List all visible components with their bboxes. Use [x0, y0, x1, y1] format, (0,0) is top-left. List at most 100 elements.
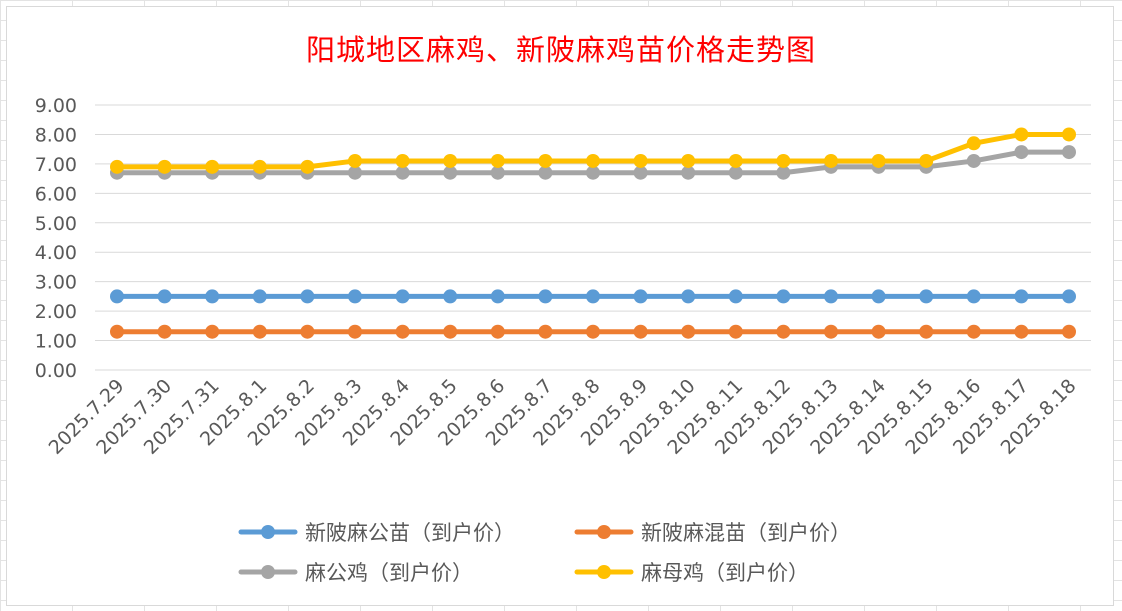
data-point [395, 165, 410, 180]
data-point [776, 289, 791, 304]
y-tick-label: 7.00 [35, 154, 77, 176]
data-point [443, 289, 458, 304]
data-point [1062, 127, 1076, 142]
legend-label: 新陂麻混苗（到户价） [641, 521, 851, 545]
data-point [252, 289, 267, 304]
data-point [919, 324, 934, 339]
data-point [443, 165, 458, 180]
data-point [966, 153, 981, 168]
legend-item: 麻母鸡（到户价） [573, 555, 809, 589]
data-point [1062, 324, 1076, 339]
data-point [633, 165, 648, 180]
data-point [633, 289, 648, 304]
legend: 新陂麻公苗（到户价） 新陂麻混苗（到户价） 麻公鸡（到户价） 麻母鸡（到户价） [237, 515, 937, 595]
data-point [871, 289, 886, 304]
data-point [871, 324, 886, 339]
data-point [681, 153, 696, 168]
data-point [633, 324, 648, 339]
data-point [728, 165, 743, 180]
data-point [824, 289, 838, 304]
data-point [110, 289, 124, 304]
data-point [1014, 145, 1029, 160]
data-point [1062, 145, 1076, 160]
data-point [1062, 289, 1076, 304]
data-point [157, 324, 172, 339]
data-point [586, 153, 600, 168]
data-point [205, 289, 220, 304]
y-tick-label: 9.00 [35, 95, 77, 117]
data-point [1014, 289, 1029, 304]
y-tick-label: 4.00 [35, 242, 77, 264]
data-point [395, 324, 410, 339]
legend-swatch [238, 565, 298, 579]
legend-swatch [238, 525, 298, 539]
data-point [348, 153, 362, 168]
data-point [490, 153, 505, 168]
data-point [252, 324, 267, 339]
data-point [586, 165, 600, 180]
legend-swatch [574, 565, 634, 579]
data-point [443, 324, 458, 339]
data-point [395, 289, 410, 304]
data-point [348, 289, 362, 304]
data-point [824, 324, 838, 339]
data-point [300, 159, 315, 174]
y-tick-label: 6.00 [35, 183, 77, 205]
data-point [348, 324, 362, 339]
data-point [776, 324, 791, 339]
y-tick-label: 0.00 [35, 360, 77, 382]
y-tick-label: 2.00 [35, 301, 77, 323]
data-point [586, 324, 600, 339]
y-tick-label: 1.00 [35, 331, 77, 353]
data-point [490, 165, 505, 180]
data-point [538, 165, 553, 180]
data-point [824, 153, 838, 168]
data-point [110, 324, 124, 339]
data-point [776, 153, 791, 168]
data-point [205, 324, 220, 339]
data-point [300, 289, 315, 304]
chart-area[interactable]: 阳城地区麻鸡、新陂麻鸡苗价格走势图 0.00 1.00 2.00 3.00 4.00 5.… [6, 6, 1114, 606]
y-tick-label: 8.00 [35, 124, 77, 146]
data-point [966, 136, 981, 151]
data-point [966, 324, 981, 339]
data-point [490, 289, 505, 304]
legend-label: 麻公鸡（到户价） [305, 561, 473, 585]
data-point [157, 159, 172, 174]
y-tick-label: 5.00 [35, 213, 77, 235]
data-point [681, 324, 696, 339]
data-point [586, 289, 600, 304]
legend-item: 麻公鸡（到户价） [237, 555, 473, 589]
legend-item: 新陂麻混苗（到户价） [573, 515, 851, 549]
data-point [871, 153, 886, 168]
chart-title: 阳城地区麻鸡、新陂麻鸡苗价格走势图 [305, 33, 816, 67]
data-point [157, 289, 172, 304]
data-point [252, 159, 267, 174]
data-point [728, 153, 743, 168]
y-tick-label: 3.00 [35, 272, 77, 294]
data-point [348, 165, 362, 180]
data-point [681, 165, 696, 180]
data-point [728, 324, 743, 339]
plot-area: 0.00 1.00 2.00 3.00 4.00 5.00 6.00 7.00 8.00 9.00… [35, 95, 1091, 459]
legend-swatch [574, 525, 634, 539]
data-point [395, 153, 410, 168]
data-point [1014, 127, 1029, 142]
data-point [300, 324, 315, 339]
data-point [538, 324, 553, 339]
legend-label: 麻母鸡（到户价） [641, 561, 809, 585]
data-point [919, 153, 934, 168]
data-point [776, 165, 791, 180]
data-point [538, 153, 553, 168]
data-point [490, 324, 505, 339]
data-point [919, 289, 934, 304]
data-point [110, 159, 124, 174]
legend-item: 新陂麻公苗（到户价） [237, 515, 515, 549]
data-point [443, 153, 458, 168]
data-point [1014, 324, 1029, 339]
data-point [681, 289, 696, 304]
data-point [728, 289, 743, 304]
data-point [205, 159, 220, 174]
data-point [538, 289, 553, 304]
data-point [633, 153, 648, 168]
